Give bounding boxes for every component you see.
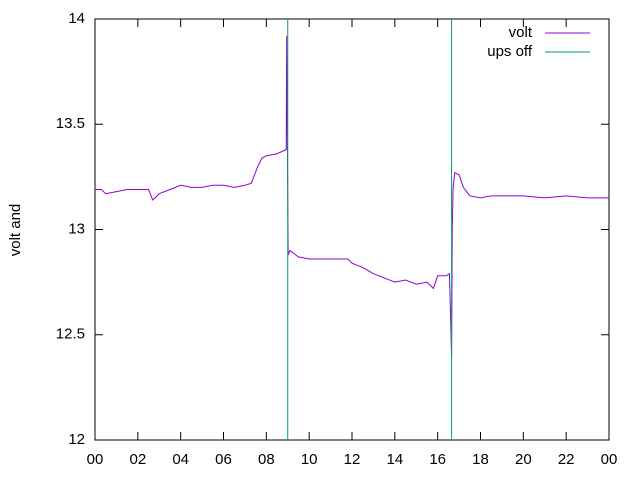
x-tick-label: 18 — [472, 451, 489, 468]
x-tick-label: 00 — [87, 451, 104, 468]
y-tick-label: 12 — [68, 431, 85, 448]
y-tick-label: 13.5 — [56, 115, 85, 132]
y-tick-label: 12.5 — [56, 326, 85, 343]
x-tick-label: 08 — [258, 451, 275, 468]
x-tick-label: 20 — [515, 451, 532, 468]
y-tick-label: 14 — [68, 10, 85, 27]
x-tick-label: 12 — [344, 451, 361, 468]
x-tick-label: 00 — [601, 451, 618, 468]
legend-label: volt — [509, 24, 533, 41]
line-series — [95, 35, 609, 358]
x-tick-label: 04 — [172, 451, 189, 468]
y-axis-label: volt and — [7, 204, 24, 257]
y-tick-label: 13 — [68, 220, 85, 237]
legend-label: ups off — [487, 43, 533, 60]
plot-frame — [94, 18, 610, 441]
x-tick-label: 14 — [386, 451, 403, 468]
x-tick-label: 10 — [301, 451, 318, 468]
x-tick-label: 22 — [558, 451, 575, 468]
x-tick-label: 02 — [129, 451, 146, 468]
x-tick-label: 06 — [215, 451, 232, 468]
x-tick-label: 16 — [429, 451, 446, 468]
